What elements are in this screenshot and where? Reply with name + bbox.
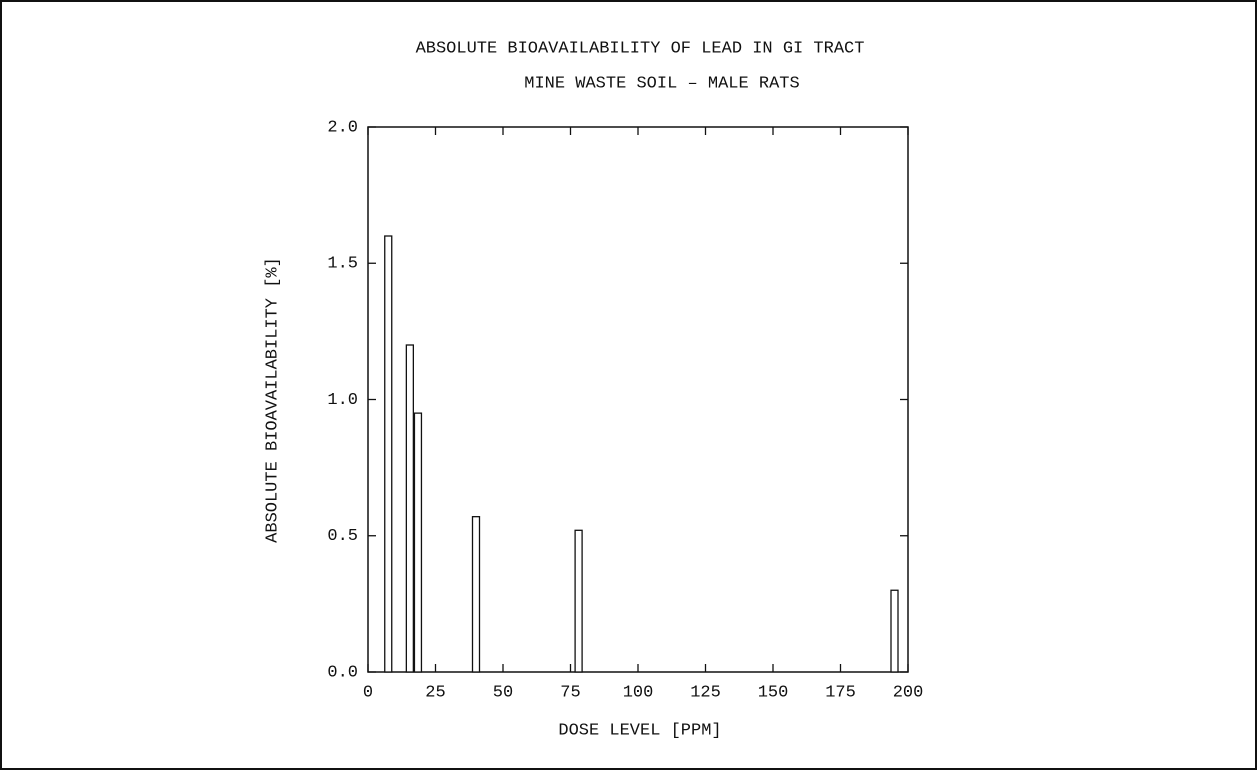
x-tick-label: 25	[425, 683, 445, 702]
bar	[890, 589, 899, 673]
x-tick-label: 175	[825, 683, 856, 702]
y-tick-label: 2.0	[327, 118, 358, 137]
bar	[574, 529, 583, 673]
y-tick-label: 0.0	[327, 663, 358, 682]
plot-frame	[367, 126, 909, 673]
x-tick-label: 100	[623, 683, 654, 702]
y-axis-label: ABSOLUTE BIOAVAILABILITY [%]	[263, 257, 282, 543]
x-tick-label: 200	[893, 683, 924, 702]
chart-subtitle: MINE WASTE SOIL – MALE RATS	[524, 74, 799, 93]
x-tick-label: 0	[363, 683, 373, 702]
y-tick-label: 1.0	[327, 391, 358, 410]
x-tick-label: 50	[493, 683, 513, 702]
x-tick-label: 75	[560, 683, 580, 702]
x-tick-label: 150	[758, 683, 789, 702]
bar	[384, 235, 393, 673]
x-axis-label: DOSE LEVEL [PPM]	[558, 721, 721, 740]
bar	[413, 412, 423, 673]
y-tick-label: 1.5	[327, 255, 358, 274]
chart-title: ABSOLUTE BIOAVAILABILITY OF LEAD IN GI T…	[416, 39, 865, 58]
bar	[405, 344, 415, 673]
bar	[471, 516, 481, 673]
x-tick-label: 125	[690, 683, 721, 702]
y-tick-label: 0.5	[327, 527, 358, 546]
